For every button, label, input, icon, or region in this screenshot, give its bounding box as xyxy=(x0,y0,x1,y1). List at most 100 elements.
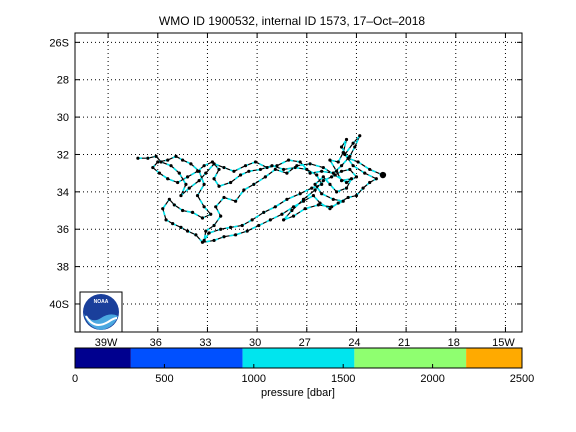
profile-point-92 xyxy=(190,210,195,214)
colorbar-bins xyxy=(75,348,522,368)
profile-point-110 xyxy=(291,205,296,209)
latitude-tick-labels: 26S 28 30 32 34 36 38 40S xyxy=(49,37,69,311)
profile-point-151 xyxy=(136,156,140,160)
profile-point-10 xyxy=(339,179,344,183)
profile-point-129 xyxy=(331,171,335,175)
profile-point-126 xyxy=(353,145,357,149)
lon-label-2: 33 xyxy=(199,337,211,349)
lon-label-5: 24 xyxy=(348,337,360,349)
profile-point-132 xyxy=(298,160,302,164)
profile-point-76 xyxy=(185,175,190,179)
colorbar-bin-3 xyxy=(354,348,467,368)
profile-point-82 xyxy=(166,158,170,162)
profile-point-130 xyxy=(320,169,324,173)
profile-point-36 xyxy=(308,162,312,166)
colorbar-bin-2 xyxy=(242,348,355,368)
colorbar-ticks: 0 500 1000 1500 2000 2500 xyxy=(72,364,534,385)
profile-point-112 xyxy=(311,193,315,198)
track-pressure-segments xyxy=(137,135,384,244)
profile-point-119 xyxy=(368,180,372,185)
profile-point-150 xyxy=(146,156,150,160)
profile-point-101 xyxy=(194,233,198,237)
profile-point-149 xyxy=(154,154,158,158)
profile-point-94 xyxy=(172,203,176,207)
profile-point-14 xyxy=(328,182,332,186)
profile-point-117 xyxy=(354,193,359,198)
profile-point-139 xyxy=(222,165,226,170)
profile-point-127 xyxy=(348,154,352,158)
profile-point-95 xyxy=(167,197,171,201)
profile-point-64 xyxy=(282,167,286,172)
profile-point-5 xyxy=(344,137,349,142)
profile-point-140 xyxy=(212,162,216,166)
colorbar-label: pressure [dbar] xyxy=(261,387,335,399)
profile-point-106 xyxy=(245,229,249,233)
profile-point-51 xyxy=(219,227,223,231)
profile-point-4 xyxy=(339,145,344,149)
profile-point-22 xyxy=(303,207,307,211)
colorbar-tick-2: 1000 xyxy=(242,373,266,385)
profile-point-43 xyxy=(233,199,238,203)
profile-point-28 xyxy=(321,179,325,183)
final-position-marker xyxy=(379,171,387,179)
profile-point-71 xyxy=(212,177,216,181)
lon-label-8: 15W xyxy=(492,337,515,349)
float-track xyxy=(136,134,387,244)
profile-point-81 xyxy=(156,160,160,164)
profile-point-24 xyxy=(282,218,286,222)
profile-point-121 xyxy=(363,171,367,175)
profile-point-84 xyxy=(181,158,185,162)
profile-point-78 xyxy=(166,177,170,181)
profile-point-16 xyxy=(313,182,317,186)
profile-point-136 xyxy=(253,160,258,164)
profile-point-85 xyxy=(189,162,193,166)
profile-point-90 xyxy=(209,212,213,216)
profile-point-44 xyxy=(222,195,226,200)
profile-point-98 xyxy=(171,222,175,226)
profile-point-83 xyxy=(174,154,178,158)
lat-label-2: 30 xyxy=(57,112,69,124)
profile-point-8 xyxy=(328,158,332,162)
profile-point-12 xyxy=(344,186,349,190)
colorbar-tick-1: 500 xyxy=(155,373,173,385)
profile-point-40 xyxy=(263,175,267,179)
profile-point-45 xyxy=(214,205,218,209)
colorbar-bin-1 xyxy=(130,348,243,368)
profile-point-142 xyxy=(197,179,201,183)
profile-point-50 xyxy=(207,231,211,235)
lon-label-7: 18 xyxy=(448,337,460,349)
profile-point-9 xyxy=(334,169,339,173)
profile-point-131 xyxy=(308,171,312,175)
profile-point-58 xyxy=(298,192,302,196)
profile-point-30 xyxy=(339,169,344,173)
profile-point-25 xyxy=(290,208,294,213)
profile-point-122 xyxy=(351,164,355,168)
noaa-logo: NOAA xyxy=(79,291,123,333)
profile-point-80 xyxy=(151,165,155,170)
profile-point-125 xyxy=(358,134,362,138)
profile-point-2 xyxy=(356,160,360,164)
profile-point-17 xyxy=(320,192,324,196)
profile-point-19 xyxy=(341,199,345,203)
profile-point-124 xyxy=(351,141,355,145)
profile-point-108 xyxy=(268,218,272,222)
profile-point-79 xyxy=(157,171,162,175)
lon-label-0: 39W xyxy=(95,337,118,349)
colorbar-bin-4 xyxy=(466,348,522,368)
profile-point-60 xyxy=(320,182,324,186)
profile-point-114 xyxy=(328,207,332,211)
profile-point-39 xyxy=(273,167,277,172)
profile-point-104 xyxy=(222,235,226,239)
profile-point-67 xyxy=(247,169,251,173)
profile-point-55 xyxy=(262,210,266,214)
profile-point-86 xyxy=(197,169,201,173)
profile-point-102 xyxy=(200,240,205,244)
profile-point-1 xyxy=(368,167,372,172)
profile-point-109 xyxy=(280,212,284,216)
lat-label-0: 26S xyxy=(49,37,69,49)
colorbar-bin-0 xyxy=(75,348,131,368)
lon-label-1: 36 xyxy=(150,337,162,349)
profile-point-72 xyxy=(217,167,221,172)
lat-label-1: 28 xyxy=(57,75,69,87)
